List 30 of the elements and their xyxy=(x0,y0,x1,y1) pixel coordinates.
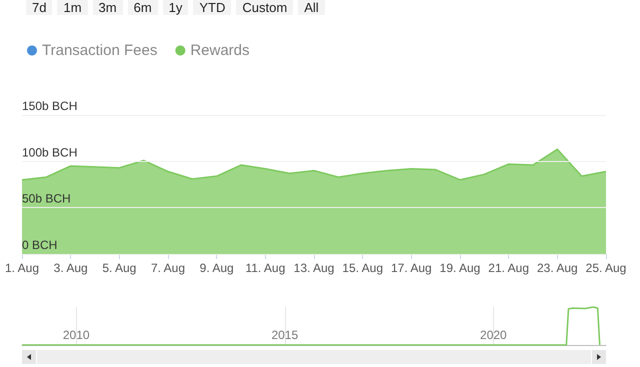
x-tick-label: 2010 xyxy=(62,328,90,342)
x-tick-label: 5. Aug xyxy=(102,261,136,275)
x-tick-label: 1. Aug xyxy=(4,261,40,275)
text: 3m xyxy=(92,0,123,15)
y-tick-label: 100b BCH xyxy=(22,145,78,160)
text: All xyxy=(298,0,325,15)
text: 1m xyxy=(57,0,88,15)
text: 6m xyxy=(128,0,158,15)
x-tick-label: 17. Aug xyxy=(390,261,432,275)
x-tick-label: 15. Aug xyxy=(342,261,384,275)
x-tick-label: 11. Aug xyxy=(245,261,286,275)
x-tick-label: 21. Aug xyxy=(488,261,530,275)
x-tick-label: 3. Aug xyxy=(54,261,88,275)
text: Custom xyxy=(236,0,294,15)
x-tick-label: 9. Aug xyxy=(200,261,234,275)
y-tick-label: 150b BCH xyxy=(22,99,78,113)
x-tick-label: 25. Aug xyxy=(586,261,626,275)
y-tick-label: 50b BCH xyxy=(22,192,71,206)
legend-label: Transaction Fees xyxy=(42,42,158,59)
x-tick-label: 7. Aug xyxy=(150,261,186,275)
y-tick-label: 0 BCH xyxy=(22,238,58,252)
legend-label: Rewards xyxy=(190,42,250,59)
text: 7d xyxy=(26,0,52,15)
text: 1y xyxy=(162,0,188,15)
x-tick-label: 19. Aug xyxy=(440,261,480,275)
x-tick-label: 23. Aug xyxy=(536,261,578,275)
x-tick-label: 13. Aug xyxy=(294,261,334,275)
x-tick-label: 2020 xyxy=(480,328,508,342)
text: YTD xyxy=(193,0,232,15)
x-tick-label: 2015 xyxy=(271,328,298,342)
